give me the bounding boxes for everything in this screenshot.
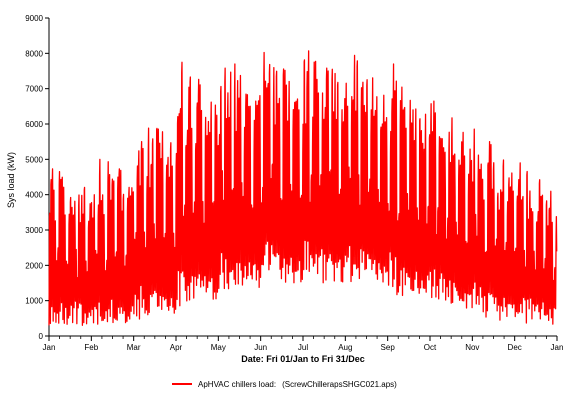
legend: ApHVAC chillers load: (ScrewChillerapsSH… <box>172 377 397 391</box>
y-tick-label: 1000 <box>25 297 43 306</box>
series-line-chillers-load <box>48 50 558 326</box>
y-tick-label: 3000 <box>25 226 43 235</box>
x-tick-label: Apr <box>170 343 183 352</box>
x-tick-label: Feb <box>84 343 98 352</box>
x-tick-label: Nov <box>465 343 479 352</box>
legend-series-label: ApHVAC chillers load: <box>198 379 277 389</box>
x-tick-label: Oct <box>424 343 437 352</box>
y-axis: 0 1000 2000 3000 4000 5000 6000 7000 8000 9000 <box>25 14 49 341</box>
x-tick-label: Jul <box>298 343 308 352</box>
x-axis: Jan Feb Mar Apr May Jun Jul Aug Sep Oct Nov Dec Jan <box>43 336 564 352</box>
x-tick-label: May <box>211 343 226 352</box>
x-tick-label: Jun <box>254 343 267 352</box>
x-tick-label: Aug <box>338 343 352 352</box>
y-tick-label: 9000 <box>25 14 43 23</box>
y-tick-label: 2000 <box>25 261 43 270</box>
series-area <box>48 50 558 326</box>
y-tick-label: 5000 <box>25 155 43 164</box>
legend-line-swatch <box>172 383 192 385</box>
y-tick-label: 6000 <box>25 120 43 129</box>
x-tick-label: Jan <box>43 343 56 352</box>
x-tick-label: Jan <box>551 343 564 352</box>
y-tick-label: 8000 <box>25 49 43 58</box>
y-tick-label: 7000 <box>25 85 43 94</box>
x-axis-label: Date: Fri 01/Jan to Fri 31/Dec <box>241 354 365 364</box>
x-tick-label: Mar <box>127 343 141 352</box>
legend-source-label: (ScrewChillerapsSHGC021.aps) <box>282 379 397 389</box>
y-axis-label: Sys load (kW) <box>6 152 16 208</box>
y-tick-label: 0 <box>39 332 44 341</box>
x-tick-label: Dec <box>508 343 522 352</box>
x-tick-label: Sep <box>381 343 396 352</box>
y-tick-label: 4000 <box>25 191 43 200</box>
